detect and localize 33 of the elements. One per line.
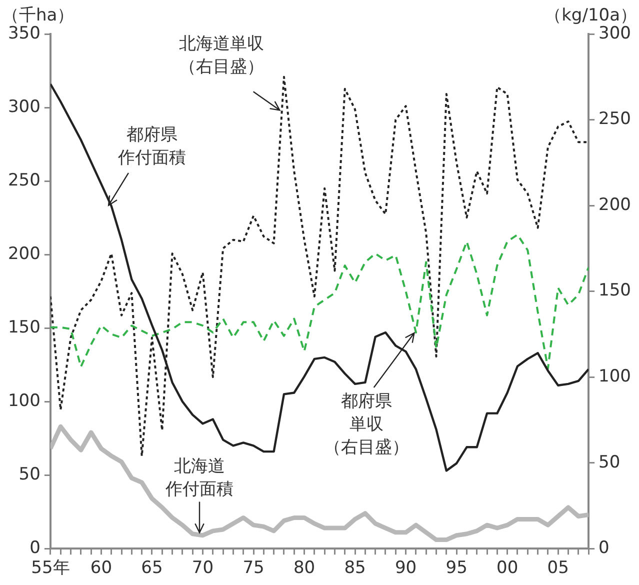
x-tick-label: 70: [192, 558, 214, 578]
x-tick-label: 75: [242, 558, 264, 578]
x-tick-label: 60: [90, 558, 112, 578]
y2-tick-label: 200: [598, 194, 632, 215]
x-tick-label: 65: [141, 558, 163, 578]
series-label: 都府県作付面積: [117, 125, 186, 168]
y2-tick-label: 300: [598, 23, 632, 44]
series-label: 北海道作付面積: [164, 456, 234, 500]
x-tick-label: 00: [496, 558, 518, 578]
y-tick-label: 50: [18, 464, 40, 485]
x-tick-label: 85: [344, 558, 366, 578]
line-series: [50, 234, 589, 370]
y2-tick-label: 100: [598, 366, 632, 386]
y2-tick-label: 250: [598, 109, 632, 130]
series-label: 北海道単収（右目盛）: [179, 34, 264, 77]
y2-tick-label: 0: [598, 538, 610, 558]
x-tick-label: 95: [446, 558, 468, 578]
y2-tick-label: 150: [598, 280, 632, 301]
x-tick-label: 80: [293, 558, 316, 578]
y2-axis-title: （kg/10a）: [544, 5, 637, 26]
y-axis-title: （千ha）: [2, 5, 74, 26]
y-tick-label: 150: [8, 317, 40, 338]
y-tick-label: 100: [8, 390, 40, 411]
y2-tick-label: 50: [598, 452, 620, 472]
y-tick-label: 0: [30, 538, 40, 558]
x-tick-label: 55年: [31, 558, 70, 578]
y-tick-label: 300: [8, 96, 40, 117]
y-tick-label: 350: [8, 23, 40, 44]
y-tick-label: 200: [8, 244, 40, 264]
text: 都府県単収（右目盛）: [324, 392, 409, 458]
y-tick-label: 250: [8, 170, 40, 190]
x-tick-label: 90: [394, 558, 417, 578]
x-tick-label: 05: [547, 558, 569, 578]
